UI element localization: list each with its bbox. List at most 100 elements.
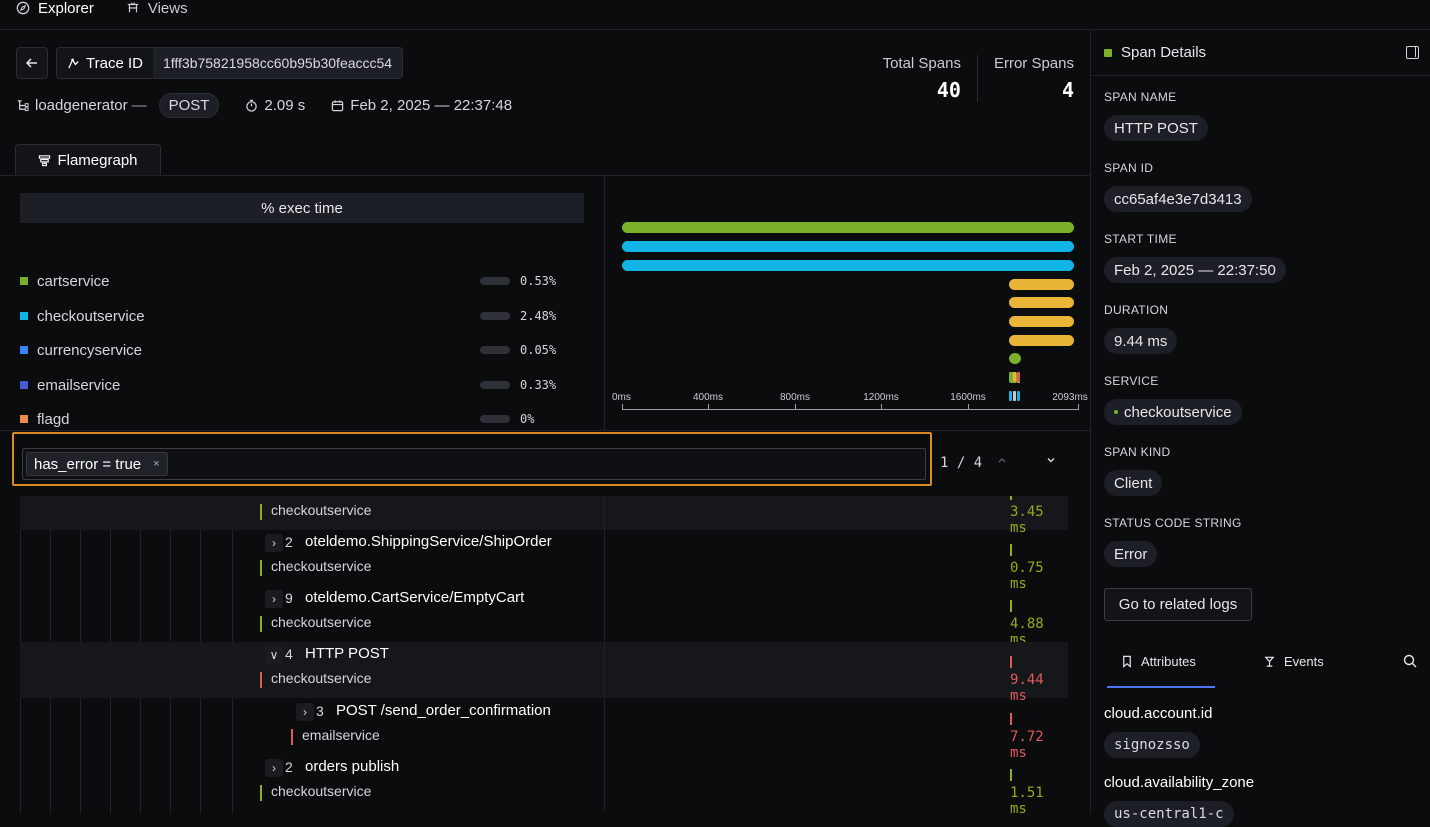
flamegraph-span-bar[interactable] (622, 260, 1074, 271)
trace-id-value[interactable]: 1fff3b75821958cc60b95b30feaccc54 (152, 48, 403, 78)
service-color-bar (291, 729, 293, 745)
span-row[interactable]: › 3 POST /send_order_confirmation emailserv… (20, 699, 1068, 761)
trace-duration-value: 2.09 s (264, 96, 306, 114)
span-service: checkoutservice (271, 783, 372, 799)
flamegraph-span-bar[interactable] (1017, 372, 1020, 382)
legend-item: checkoutservice 2.48% (20, 306, 565, 326)
stopwatch-icon (246, 99, 258, 112)
chevron-right-icon[interactable]: › (265, 590, 283, 608)
span-kind-value: Client (1104, 470, 1163, 496)
span-row[interactable]: ∨ 4 HTTP POST checkoutservice 9.44 ms (20, 642, 1068, 704)
span-name: oteldemo.CartService/EmptyCart (305, 589, 525, 606)
span-duration: 7.72 ms (1010, 729, 1044, 761)
flamegraph-span-bar[interactable] (1009, 391, 1012, 401)
chevron-right-icon[interactable]: › (296, 703, 314, 721)
tab-flamegraph[interactable]: Flamegraph (15, 144, 161, 176)
trace-duration: 2.09 s (245, 97, 305, 114)
tab-attributes[interactable]: Attributes (1121, 654, 1196, 669)
flamegraph-span-bar[interactable] (1009, 335, 1074, 346)
legend-swatch (20, 415, 28, 423)
duration-tick (1010, 656, 1012, 668)
root-service-name: loadgenerator (35, 96, 128, 114)
tab-attributes-label: Attributes (1141, 654, 1196, 669)
flamegraph-span-bar[interactable] (622, 241, 1074, 252)
legend-swatch (20, 346, 28, 354)
error-spans: Error Spans 4 (976, 55, 1074, 102)
tab-flamegraph-label: Flamegraph (57, 152, 138, 169)
attribute-value: us-central1-c (1104, 801, 1234, 827)
chevron-right-icon[interactable]: › (265, 759, 283, 777)
trace-icon (68, 57, 79, 68)
legend-item: currencyservice 0.05% (20, 340, 565, 360)
flamegraph-span-bar[interactable] (1009, 353, 1021, 364)
child-count: 2 (285, 759, 293, 775)
trace-timestamp-value: Feb 2, 2025 — 22:37:48 (350, 96, 513, 114)
flamegraph-span-bar[interactable] (1009, 297, 1074, 308)
flamegraph-span-bar[interactable] (1013, 372, 1016, 382)
trace-id-box: Trace ID 1fff3b75821958cc60b95b30feaccc5… (56, 47, 404, 79)
search-icon[interactable] (1403, 654, 1417, 668)
span-row[interactable]: ›3oteldemo.PaymentService/Chargecheckout… (20, 496, 1068, 536)
span-row[interactable]: › 2 oteldemo.ShippingService/ShipOrder chec… (20, 530, 1068, 592)
legend-service-name: flagd (37, 410, 70, 428)
duration-value: 9.44 ms (1104, 328, 1178, 354)
back-button[interactable] (16, 47, 48, 79)
start-time-value: Feb 2, 2025 — 22:37:50 (1104, 257, 1286, 283)
tree-icon (17, 99, 29, 111)
duration-label: DURATION (1104, 303, 1169, 317)
span-kind-label: SPAN KIND (1104, 445, 1171, 459)
span-id-value[interactable]: cc65af4e3e7d3413 (1104, 186, 1252, 212)
service-value: checkoutservice (1104, 399, 1242, 425)
tab-explorer[interactable]: Explorer (0, 0, 110, 17)
chevron-down-icon[interactable] (1045, 454, 1057, 469)
trace-timestamp: Feb 2, 2025 — 22:37:48 (331, 97, 512, 114)
flamegraph-span-bar[interactable] (1009, 372, 1013, 382)
span-duration: 0.75 ms (1010, 560, 1044, 592)
details-tabs: Attributes Events (1091, 642, 1430, 690)
chip-close-icon[interactable]: × (153, 458, 160, 470)
trace-meta: loadgenerator — POST 2.09 s Feb 2, 2025 … (16, 92, 512, 118)
flamegraph-span-bar[interactable] (1017, 391, 1020, 401)
filter-chip[interactable]: has_error = true × (26, 452, 168, 476)
legend-percent: 0.33% (520, 378, 557, 392)
sidebar-toggle-icon[interactable] (1406, 46, 1419, 59)
tab-views[interactable]: Views (110, 0, 204, 17)
span-stats: Total Spans 40 Error Spans 4 (867, 55, 1074, 102)
related-logs-button[interactable]: Go to related logs (1104, 588, 1252, 621)
legend-item: emailservice 0.33% (20, 375, 565, 395)
flamegraph-span-bar[interactable] (1009, 279, 1074, 290)
span-filter-input[interactable]: has_error = true × (22, 448, 926, 480)
legend-bar (480, 381, 510, 389)
child-count: 3 (316, 703, 324, 719)
root-service: loadgenerator (16, 97, 128, 114)
chevron-right-icon[interactable]: › (265, 534, 283, 552)
flamegraph-span-bar[interactable] (1009, 316, 1074, 327)
axis-tick (1078, 404, 1079, 410)
axis-tick (622, 404, 623, 410)
trace-id-label: Trace ID (86, 54, 143, 72)
service-color-bar (260, 785, 262, 801)
chevron-up-icon[interactable] (996, 454, 1008, 469)
trace-main: Trace ID 1fff3b75821958cc60b95b30feaccc5… (0, 30, 1090, 814)
flamegraph-span-bar[interactable] (622, 222, 1074, 233)
flamegraph-chart: 0ms 400ms 800ms 1200ms 1600ms 2093ms (606, 176, 1090, 430)
active-tab-indicator (1107, 686, 1215, 688)
tab-events[interactable]: Events (1263, 654, 1324, 669)
total-spans-label: Total Spans (882, 55, 961, 72)
legend-service-name: emailservice (37, 376, 121, 394)
axis-tick-label: 0ms (612, 392, 631, 403)
span-row[interactable]: › 9 oteldemo.CartService/EmptyCart checkout… (20, 586, 1068, 648)
span-list: ›3oteldemo.PaymentService/Chargecheckout… (20, 496, 1068, 814)
chevron-down-icon[interactable]: ∨ (265, 646, 283, 664)
method-badge: POST (158, 92, 220, 118)
flamegraph-span-bar[interactable] (1013, 391, 1016, 401)
legend-swatch (20, 277, 28, 285)
top-nav: Explorer Views (0, 0, 1430, 30)
span-service: checkoutservice (271, 670, 372, 686)
column-divider (604, 755, 605, 811)
legend-swatch (20, 312, 28, 320)
total-spans: Total Spans 40 (867, 55, 961, 102)
span-row[interactable]: › 2 orders publish checkoutservice 1.51 ms (20, 755, 1068, 814)
span-name: oteldemo.ShippingService/ShipOrder (305, 533, 552, 550)
legend-bar (480, 277, 510, 285)
